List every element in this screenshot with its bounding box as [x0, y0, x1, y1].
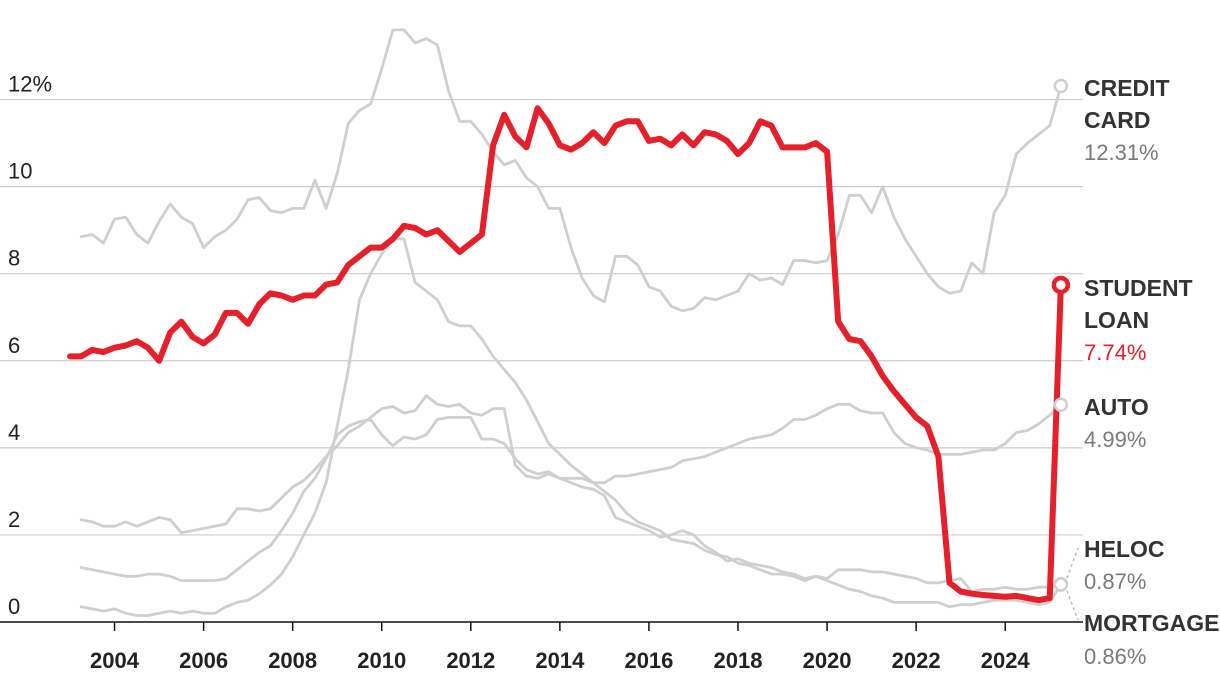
x-tick-label: 2020 [803, 648, 852, 673]
y-tick-label: 0 [8, 594, 20, 619]
series-label-auto: AUTO [1084, 394, 1149, 420]
x-tick-label: 2012 [446, 648, 495, 673]
series-label-mortgage: MORTGAGE [1084, 610, 1219, 636]
series-value-credit-card: 12.31% [1084, 140, 1159, 165]
end-marker-credit-card [1053, 78, 1069, 94]
series-value-student-loan: 7.74% [1084, 340, 1146, 365]
leader-heloc [1066, 547, 1079, 579]
x-tick-label: 2014 [535, 648, 585, 673]
x-tick-label: 2022 [892, 648, 941, 673]
y-axis-ticks: 0 2 4 6 8 10 12% [8, 72, 52, 619]
series-value-heloc: 0.87% [1084, 569, 1146, 594]
series-line-heloc [79, 416, 1063, 593]
gridlines [0, 98, 1083, 536]
series-line-student-loan [67, 105, 1064, 604]
x-tick-label: 2006 [179, 648, 228, 673]
highlighted-series-line [67, 105, 1064, 604]
series-line-credit-card [79, 28, 1063, 313]
x-tick-label: 2010 [357, 648, 406, 673]
series-label-credit-card: CREDIT [1084, 75, 1170, 101]
x-tick-label: 2004 [90, 648, 140, 673]
series-label-credit-card: CARD [1084, 107, 1150, 133]
y-tick-label: 4 [8, 420, 20, 445]
x-tick-label: 2016 [624, 648, 673, 673]
y-tick-label: 10 [8, 159, 32, 184]
series-label-heloc: HELOC [1084, 536, 1165, 562]
muted-series-lines [79, 28, 1063, 617]
y-tick-label: 6 [8, 333, 20, 358]
series-labels: CREDIT CARD 12.31% STUDENT LOAN 7.74% AUTO 4.99… [1084, 75, 1219, 669]
x-tick-label: 2024 [981, 648, 1031, 673]
label-leader-lines [1066, 547, 1079, 621]
x-tick-label: 2018 [714, 648, 763, 673]
x-tick-label: 2008 [268, 648, 317, 673]
series-end-markers [1051, 78, 1071, 592]
y-tick-label: 8 [8, 246, 20, 271]
end-marker-auto [1053, 397, 1069, 412]
series-value-auto: 4.99% [1084, 427, 1146, 452]
series-line-auto [79, 394, 1063, 535]
series-value-mortgage: 0.86% [1084, 644, 1146, 669]
y-tick-label: 12% [8, 72, 52, 97]
end-marker-mortgage [1053, 577, 1069, 592]
series-label-student-loan: STUDENT [1084, 275, 1193, 301]
x-axis-ticks: 2004 2006 2008 2010 2012 2014 2016 2018 2020 2022… [90, 622, 1030, 673]
leader-mortgage [1066, 590, 1079, 621]
series-label-student-loan: LOAN [1084, 307, 1149, 333]
end-marker-student-loan [1051, 275, 1071, 295]
series-line-mortgage [79, 237, 1063, 617]
y-tick-label: 2 [8, 507, 20, 532]
